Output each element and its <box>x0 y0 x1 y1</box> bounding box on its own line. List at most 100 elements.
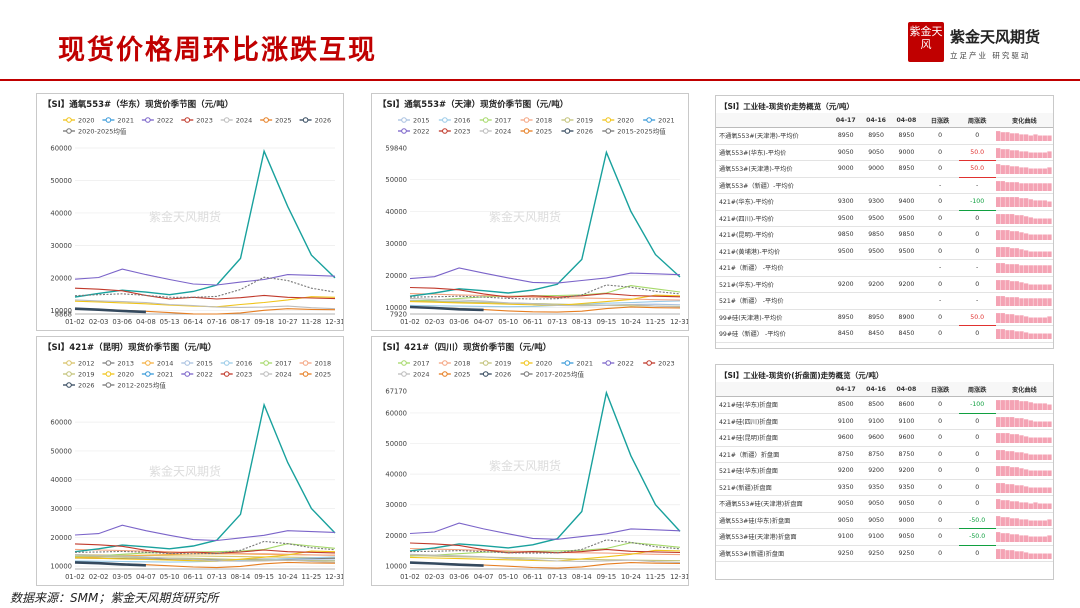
y-tick-label: 20000 <box>50 534 72 542</box>
table-row: 421#(四川)-平均价 9500 9500 9500 0 0 <box>716 210 1053 227</box>
legend-label: 2020 <box>78 117 95 125</box>
cell-value: - <box>958 292 996 310</box>
legend-item: 2015 <box>398 117 430 125</box>
chart-panel-tongyang553-tianjin: 【SI】通氧553#（天津）现货价季节图（元/吨） 2015 2016 2017 201… <box>371 93 689 331</box>
legend-item: 2020-2025均值 <box>63 127 127 136</box>
legend-label: 2024 <box>236 117 253 125</box>
cell-value: 0 <box>958 479 996 496</box>
trend-bar <box>1024 535 1029 543</box>
trend-bar <box>1005 165 1010 175</box>
trend-bar <box>1005 533 1010 543</box>
legend-label: 2022 <box>196 371 213 379</box>
trend-bar <box>1043 218 1048 224</box>
trend-bar <box>1010 483 1015 493</box>
y-tick-label: 30000 <box>50 242 72 250</box>
trend-bar <box>1001 400 1006 411</box>
trend-bar <box>1010 330 1015 340</box>
cell-value: 0 <box>958 210 996 227</box>
trend-bar <box>1047 437 1052 444</box>
chart-watermark: 紫金天风期货 <box>489 458 561 473</box>
trend-bar <box>1005 313 1010 323</box>
cell-value: - <box>921 259 959 277</box>
row-label: 99#硅(天津港)-平均价 <box>716 309 831 326</box>
trend-bar <box>1024 552 1029 559</box>
trend-bar <box>1024 519 1029 526</box>
legend-label: 2024 <box>495 128 512 136</box>
series-line-avg <box>74 540 336 555</box>
trend-cell <box>995 144 1053 161</box>
trend-bar <box>1033 333 1038 340</box>
legend-label: 2017 <box>413 360 430 368</box>
trend-bar <box>1005 483 1010 493</box>
trend-bar <box>1015 231 1020 241</box>
cell-value: 0 <box>958 413 996 430</box>
cell-value: 0 <box>958 462 996 480</box>
legend-item: 2021 <box>102 117 134 125</box>
trend-bar <box>1029 168 1034 175</box>
legend-item: 2023 <box>181 117 213 125</box>
trend-bar <box>1010 181 1015 191</box>
trend-bar <box>1015 315 1020 323</box>
cell-value <box>891 259 922 277</box>
cell-value: 8500 <box>860 396 892 414</box>
legend-label: 2019 <box>495 360 512 368</box>
cell-value: 8450 <box>860 325 892 343</box>
legend-label: 2025 <box>315 371 332 379</box>
cell-value: 9600 <box>891 429 922 447</box>
x-tick-label: 10-24 <box>621 573 641 581</box>
legend-item: 2018 <box>520 117 552 125</box>
table-row: 421#硅(昆明)折盘面 9600 9600 9600 0 0 <box>716 429 1053 447</box>
legend-item: 2026 <box>63 382 95 390</box>
column-header: 周涨跌 <box>958 113 996 128</box>
trend-bar <box>1019 167 1024 175</box>
trend-sparkline <box>996 230 1052 241</box>
legend-marker-icon <box>184 117 191 123</box>
cell-value: 9200 <box>860 276 892 293</box>
trend-bar <box>1033 152 1038 158</box>
trend-bar <box>1001 296 1006 307</box>
y-tick-label: 60000 <box>385 409 407 417</box>
trend-bar <box>1005 516 1010 526</box>
legend-label: 2017-2025均值 <box>536 370 585 379</box>
futures-equivalent-table: 04-17 04-16 04-08 日涨跌 周涨跌 变化曲线 421#硅(华东)折盘面 850… <box>716 382 1053 562</box>
table-row: 通氧553#硅(华东)折盘面 9050 9050 9000 0 -50.0 <box>716 512 1053 529</box>
trend-bar <box>1033 454 1038 460</box>
legend-item: 2021 <box>141 371 173 379</box>
trend-bar <box>1019 298 1024 307</box>
legend-marker-icon <box>145 360 151 366</box>
legend-marker-icon <box>105 371 112 377</box>
table-row: 通氧553#(天津港)-平均价 9000 9000 8950 0 50.0 <box>716 160 1053 178</box>
cell-value: 0 <box>921 226 959 244</box>
legend-marker-icon <box>401 128 407 134</box>
trend-bar <box>1005 246 1010 257</box>
x-tick-label: 11-25 <box>301 573 321 581</box>
trend-bar <box>1010 434 1015 444</box>
trend-bar <box>1043 317 1048 323</box>
table-row: 通氧553#硅(天津港)折盘面 9100 9100 9050 0 -50.0 <box>716 528 1053 546</box>
legend-item: 2023 <box>220 371 252 379</box>
trend-bar <box>1038 218 1043 224</box>
legend-marker-icon <box>302 117 309 123</box>
row-label: 421#（新疆） -平均价 <box>716 259 831 277</box>
trend-bar <box>1024 298 1029 307</box>
cell-value: 9850 <box>830 226 861 244</box>
trend-sparkline <box>996 197 1052 208</box>
series-line-2012 <box>74 554 336 559</box>
cell-value: 9200 <box>830 276 861 293</box>
trend-bar <box>1047 535 1052 543</box>
spot-price-overview-table: 【SI】工业硅-现货价走势概览（元/吨） 04-17 04-16 04-08 日涨跌周… <box>715 95 1054 349</box>
row-label: 不通氧553#硅(天津港)折盘面 <box>716 495 831 513</box>
trend-bar <box>1024 183 1029 191</box>
cell-value: 0 <box>958 545 996 562</box>
trend-bar <box>1010 247 1015 257</box>
trend-bar <box>1043 503 1048 510</box>
table-row: 不通氧553#硅(天津港)折盘面 9050 9050 9050 0 0 <box>716 495 1053 513</box>
trend-bar <box>1038 135 1043 142</box>
legend-label: 2026 <box>315 117 332 125</box>
x-tick-label: 10-24 <box>278 573 298 581</box>
x-tick-label: 12-31 <box>325 318 343 326</box>
legend-item: 2016 <box>220 360 252 368</box>
cell-value: 0 <box>921 462 959 480</box>
legend-marker-icon <box>263 117 269 123</box>
row-label: 421#(昆明)-平均价 <box>716 226 831 244</box>
